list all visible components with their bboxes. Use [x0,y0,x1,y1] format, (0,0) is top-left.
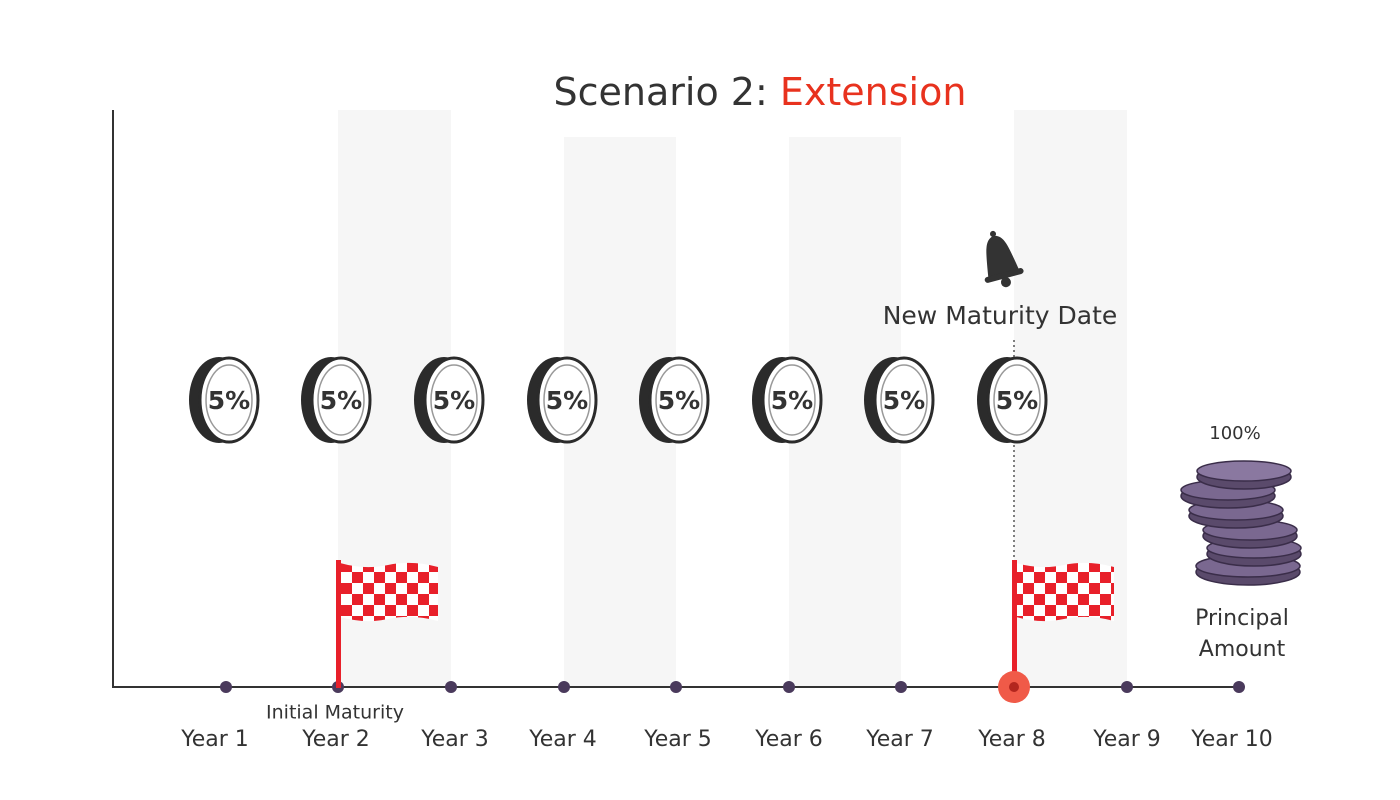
maturity-dot [1009,682,1019,692]
coin-face [198,356,260,444]
initial-maturity-label: Initial Maturity [266,702,404,724]
bell-icon [984,230,1024,288]
year-label: Year 9 [1092,727,1161,752]
new-flag [1012,560,1114,688]
title-prefix: Scenario 2: [554,70,768,114]
initial-flag [336,560,438,688]
principal-percent: 100% [1209,423,1260,444]
coin-face [761,356,823,444]
coin-inner [880,364,928,436]
coupon-label: 5% [320,386,362,415]
title-highlight: Extension [780,70,967,114]
year-label: Year 4 [528,727,597,752]
coin-face [986,356,1048,444]
coin-face [536,356,598,444]
coin-face [873,356,935,444]
coupon-label: 5% [208,386,250,415]
year-dot [220,681,232,693]
coupon-coin: 5% [189,356,260,444]
year-label: Year 5 [643,727,712,752]
coupon-coin: 5% [414,356,485,444]
coin-inner [205,364,253,436]
coin-inner [543,364,591,436]
coin-inner [768,364,816,436]
coupon-label: 5% [996,386,1038,415]
title: Scenario 2: Extension [554,70,967,114]
principal-label: Principal [1195,606,1289,631]
year-label: Year 1 [180,727,249,752]
coupon-coin: 5% [639,356,710,444]
coupon-label: 5% [546,386,588,415]
year-dot [895,681,907,693]
year-dot [783,681,795,693]
coupon-coin: 5% [301,356,372,444]
coupon-label: 5% [883,386,925,415]
coin-face [310,356,372,444]
coupons: 5% 5% 5% 5% 5% 5% 5% 5% [189,356,1048,444]
coupon-label: 5% [658,386,700,415]
coupon-coin: 5% [977,356,1048,444]
year-label: Year 8 [977,727,1046,752]
coin-stack [1180,460,1302,586]
coin-inner [430,364,478,436]
coupon-coin: 5% [527,356,598,444]
new-maturity-label: New Maturity Date [883,301,1118,330]
coin-inner [317,364,365,436]
band-top [338,110,373,137]
principal-label: Amount [1199,637,1286,662]
coin-inner [655,364,703,436]
coin-inner [993,364,1041,436]
coin-face [648,356,710,444]
year-dot [445,681,457,693]
year-label: Year 10 [1190,727,1273,752]
coupon-label: 5% [433,386,475,415]
coupon-label: 5% [771,386,813,415]
coin-face [423,356,485,444]
year-dot [558,681,570,693]
year-label: Year 7 [865,727,934,752]
year-dot [1121,681,1133,693]
year-label: Year 6 [754,727,823,752]
coupon-coin: 5% [752,356,823,444]
year-dot [1233,681,1245,693]
year-label: Year 2 [301,727,370,752]
year-label: Year 3 [420,727,489,752]
year-dot [670,681,682,693]
coupon-coin: 5% [864,356,935,444]
